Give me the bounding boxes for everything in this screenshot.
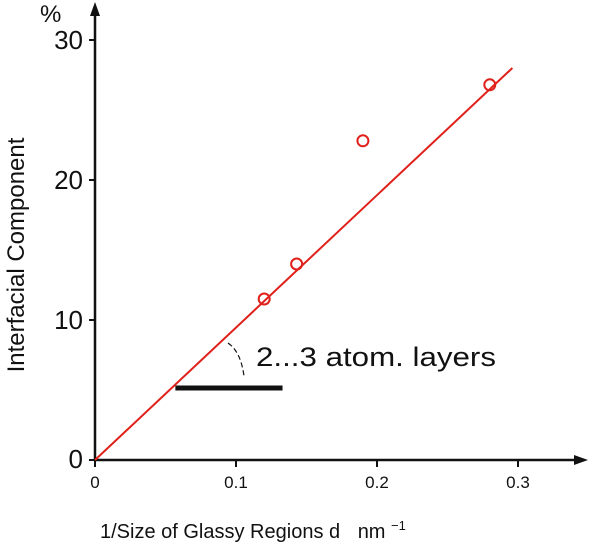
x-axis-arrow — [574, 455, 588, 465]
x-tick-label: 0.1 — [224, 473, 248, 492]
y-axis-arrow — [90, 2, 100, 16]
annotation-leader — [227, 342, 245, 377]
y-unit: % — [40, 1, 61, 28]
x-tick-label: 0.3 — [506, 473, 530, 492]
x-axis-title-unit-exp: −1 — [391, 518, 406, 533]
data-points — [257, 78, 497, 306]
x-tick-label: 0 — [90, 473, 99, 492]
data-point — [356, 134, 370, 148]
y-ticks: 0 10 20 30 — [54, 25, 95, 474]
data-point — [483, 78, 497, 92]
x-ticks: 0 0.1 0.2 0.3 — [90, 460, 530, 492]
annotation-label: 2...3 atom. layers — [256, 342, 496, 372]
x-axis-title-main: 1/Size of Glassy Regions d — [100, 521, 340, 543]
data-point — [290, 257, 304, 271]
y-tick-label: 20 — [54, 165, 83, 195]
x-tick-label: 0.2 — [365, 473, 389, 492]
x-axis-title-unit: nm — [358, 521, 386, 543]
fit-line — [94, 67, 514, 461]
data-point — [257, 292, 271, 306]
y-axis-title: Interfacial Component — [3, 137, 30, 372]
x-axis-title: 1/Size of Glassy Regions d nm −1 — [100, 518, 406, 543]
y-tick-label: 0 — [69, 444, 83, 474]
y-tick-label: 30 — [54, 25, 83, 55]
y-tick-label: 10 — [54, 305, 83, 335]
